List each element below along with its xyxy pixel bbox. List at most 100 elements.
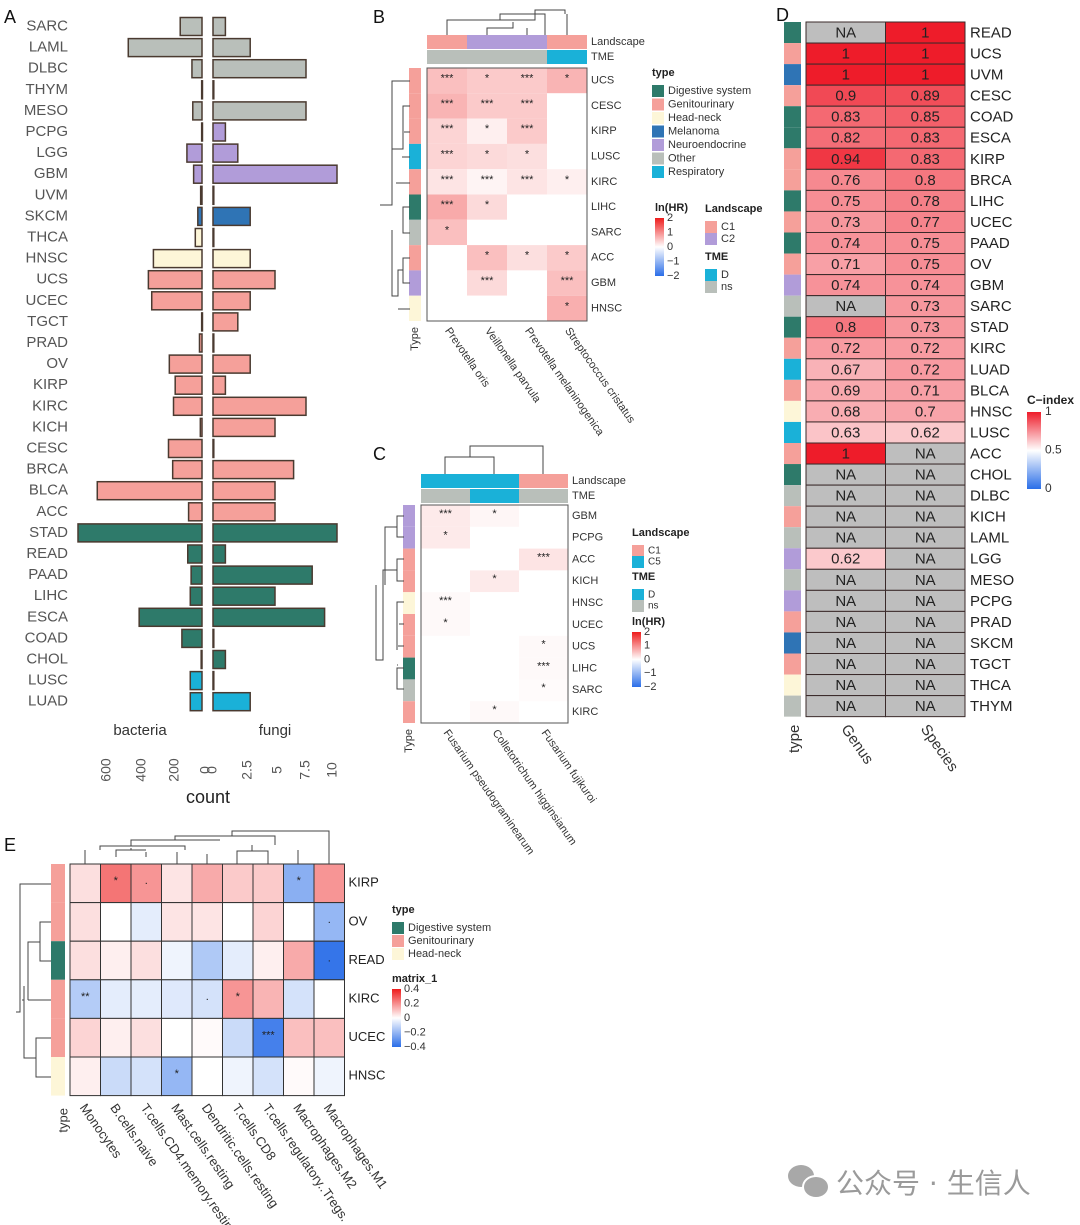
panel-e-significance-mark: *** bbox=[262, 1030, 276, 1042]
panel-d-cell-value: 0.73 bbox=[911, 298, 940, 315]
panel-c-heatmap-cell bbox=[519, 635, 568, 658]
panel-b-heatmap-cell bbox=[547, 143, 587, 170]
panel-e-heatmap-cell bbox=[100, 979, 132, 1019]
bar-fungi bbox=[212, 649, 227, 670]
x-axis-title: count bbox=[186, 787, 230, 807]
panel-d-cell-value: 0.75 bbox=[831, 193, 860, 210]
panel-c-heatmap-cell bbox=[421, 526, 470, 549]
panel-e-type-legend-item-label: Genitourinary bbox=[408, 935, 475, 947]
panel-b-landscape-legend-swatch bbox=[705, 233, 717, 245]
panel-e-heatmap-cell bbox=[100, 1017, 132, 1058]
panel-d-cell-value: 0.85 bbox=[911, 109, 940, 126]
panel-b-lnhr-legend-title: ln(HR) bbox=[655, 202, 688, 214]
panel-b-significance-mark: *** bbox=[561, 275, 575, 287]
panel-b-tme-legend-title: TME bbox=[705, 251, 728, 263]
panel-d-cell-value: 1 bbox=[921, 46, 929, 63]
bar-fungi bbox=[212, 16, 227, 37]
panel-e-heatmap-cell bbox=[161, 1056, 193, 1097]
panel-d-cell-value: NA bbox=[835, 593, 856, 610]
panel-b-column-dendrogram bbox=[446, 9, 568, 35]
bar-category-label: SARC bbox=[26, 17, 68, 34]
panel-c-heatmap-cell bbox=[519, 548, 568, 571]
panel-d-row-label: LAML bbox=[970, 530, 1009, 547]
panel-b-heatmap-cell bbox=[467, 93, 507, 119]
panel-e-heatmap-cell bbox=[69, 902, 101, 942]
panel-c-lnhr-legend-bar bbox=[632, 632, 641, 687]
bar-category-label: ACC bbox=[36, 503, 68, 520]
bar-fungi bbox=[212, 354, 251, 374]
panel-e-row-label: UCEC bbox=[349, 1029, 386, 1044]
panel-b-row-type-annotation bbox=[409, 295, 421, 321]
bar-bacteria bbox=[77, 523, 203, 543]
panel-e-matrix-legend-tick-label: 0.2 bbox=[404, 997, 419, 1009]
panel-e-row-type-annotation bbox=[51, 1057, 65, 1096]
bar-category-label: OV bbox=[46, 355, 68, 372]
panel-c-type-annotation-title: Type bbox=[403, 729, 415, 753]
panel-b-landscape-annotation-cell bbox=[507, 35, 547, 49]
panel-d-cell-value: 1 bbox=[921, 67, 929, 84]
panel-b-row-type-annotation bbox=[409, 68, 421, 94]
panel-c-heatmap-cell bbox=[470, 614, 519, 636]
panel-c-row-type-annotation bbox=[403, 570, 415, 593]
panel-b-heatmap-cell bbox=[547, 118, 587, 144]
panel-d-row-label: PCPG bbox=[970, 593, 1013, 610]
bar-category-label: ESCA bbox=[27, 608, 68, 625]
panel-d-row-type-annotation bbox=[784, 527, 801, 549]
panel-e-heatmap-cell bbox=[161, 863, 193, 904]
panel-d-cell-value: 0.82 bbox=[831, 130, 860, 147]
panel-b-significance-mark: *** bbox=[521, 123, 535, 135]
bar-fungi bbox=[212, 206, 251, 227]
panel-b-type-legend-item-label: Digestive system bbox=[668, 85, 751, 97]
panel-d-cell-value: 0.89 bbox=[911, 88, 940, 105]
panel-d-row-label: ESCA bbox=[970, 130, 1011, 147]
panel-d-row-label: UVM bbox=[970, 67, 1003, 84]
bar-bacteria bbox=[168, 354, 203, 374]
panel-b-row-type-annotation bbox=[409, 93, 421, 119]
panel-e-heatmap-cell bbox=[130, 940, 162, 981]
bar-fungi bbox=[212, 691, 251, 712]
panel-c-tme-annotation-cell bbox=[519, 489, 568, 503]
panel-b-landscape-legend-title: Landscape bbox=[705, 203, 762, 215]
panel-d-cell-value: 0.75 bbox=[911, 235, 940, 252]
panel-b-landscape-legend-swatch bbox=[705, 221, 717, 233]
panel-c-heatmap-cell bbox=[470, 657, 519, 680]
panel-b-heatmap-cell bbox=[427, 169, 467, 195]
bar-fungi bbox=[212, 333, 215, 353]
panel-d-cell-value: 0.77 bbox=[911, 214, 940, 231]
panel-c-heatmap-cell bbox=[421, 614, 470, 636]
panel-b-heatmap-border bbox=[426, 67, 588, 322]
panel-b-heatmap-cell bbox=[467, 169, 507, 195]
panel-e-heatmap-cell bbox=[69, 1056, 101, 1097]
bar-bacteria bbox=[199, 417, 203, 438]
panel-b-type-legend-title: type bbox=[652, 67, 675, 79]
panel-c-row-type-annotation bbox=[403, 505, 415, 527]
bar-fungi bbox=[212, 607, 326, 628]
panel-b-significance-mark: *** bbox=[441, 123, 455, 135]
panel-c-row-label: UCS bbox=[572, 641, 595, 653]
panel-d-cell-value: NA bbox=[915, 698, 936, 715]
panel-c-landscape-legend-title: Landscape bbox=[632, 527, 689, 539]
panel-d-cell-value: 1 bbox=[921, 24, 929, 41]
panel-c-significance-mark: * bbox=[492, 573, 497, 585]
panel-c-heatmap-cell bbox=[421, 635, 470, 658]
panel-e-heatmap-cell bbox=[69, 940, 101, 981]
panel-e-matrix-legend-bar bbox=[392, 989, 401, 1047]
bar-category-label: COAD bbox=[25, 629, 69, 646]
bar-bacteria bbox=[152, 248, 203, 269]
panel-e-heatmap-cell bbox=[100, 863, 132, 904]
panel-c-heatmap-cell bbox=[470, 570, 519, 593]
bar-fungi bbox=[212, 291, 251, 311]
panel-c-heatmap-cell bbox=[421, 548, 470, 571]
panel-b-heatmap-cell bbox=[427, 295, 467, 321]
bar-bacteria bbox=[194, 227, 203, 248]
panel-c-row-label: GBM bbox=[572, 510, 597, 522]
panel-b-tme-annotation-cell bbox=[467, 50, 507, 64]
panel-b-type-legend-swatch bbox=[652, 166, 664, 178]
panel-c-heatmap-cell bbox=[421, 657, 470, 680]
panel-c-significance-mark: *** bbox=[439, 508, 453, 520]
panel-d-row-type-annotation bbox=[784, 358, 801, 380]
bar-bacteria bbox=[127, 37, 203, 58]
panel-b-significance-mark: *** bbox=[521, 174, 535, 186]
panel-e-heatmap-cell bbox=[283, 902, 315, 942]
